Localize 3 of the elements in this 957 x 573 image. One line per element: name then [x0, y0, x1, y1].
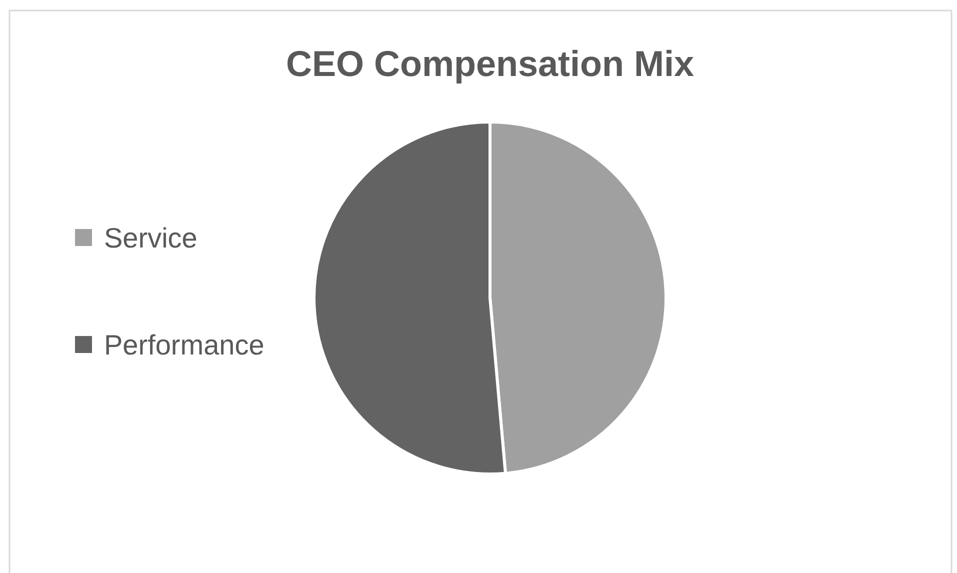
legend-label: Service [104, 222, 198, 254]
legend-label: Performance [104, 330, 264, 360]
chart-title: CEO Compensation Mix [286, 43, 694, 84]
